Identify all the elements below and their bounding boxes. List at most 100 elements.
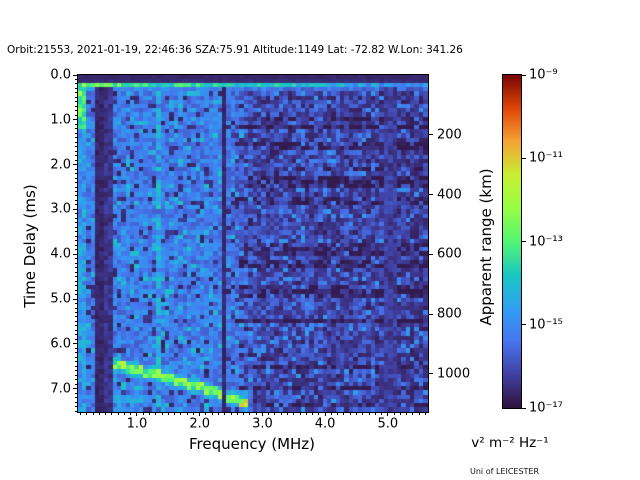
y-tick-label: 6.0 [50, 336, 71, 352]
y-tick-label: 2.0 [50, 157, 71, 173]
x-minor-tick [280, 412, 282, 415]
y-minor-tick [74, 155, 77, 157]
x-major-tick [261, 412, 263, 416]
y-minor-tick [74, 285, 77, 287]
y-major-tick [73, 208, 77, 210]
y-minor-tick [74, 406, 77, 408]
x-minor-tick [192, 412, 194, 415]
y-major-tick [73, 253, 77, 255]
x-minor-tick [393, 412, 395, 415]
y-minor-tick [74, 361, 77, 363]
y-minor-tick [74, 401, 77, 403]
y-minor-tick [74, 204, 77, 206]
x-major-tick [199, 412, 201, 416]
y-tick-label: 3.0 [50, 201, 71, 217]
y-minor-tick [74, 329, 77, 331]
x-minor-tick [337, 412, 339, 415]
y-minor-tick [74, 235, 77, 237]
y-minor-tick [74, 249, 77, 251]
x-minor-tick [355, 412, 357, 415]
y-minor-tick [74, 222, 77, 224]
y-minor-tick [74, 83, 77, 85]
y2-tick-label: 1000 [437, 366, 471, 382]
x-tick-label: 4.0 [314, 416, 336, 432]
y-minor-tick [74, 132, 77, 134]
x-minor-tick [224, 412, 226, 415]
colorbar-tick [522, 74, 526, 76]
y-minor-tick [74, 303, 77, 305]
x-minor-tick [86, 412, 88, 415]
y-minor-tick [74, 191, 77, 193]
y-major-tick [73, 343, 77, 345]
colorbar-tick-label: 10⁻⁹ [529, 67, 558, 83]
y-tick-label: 1.0 [50, 112, 71, 128]
y-minor-tick [74, 316, 77, 318]
y-minor-tick [74, 231, 77, 233]
y-minor-tick [74, 267, 77, 269]
x-tick-label: 3.0 [252, 416, 273, 432]
y-axis-label-left: Time Delay (ms) [21, 184, 39, 308]
y-minor-tick [74, 78, 77, 80]
y-minor-tick [74, 92, 77, 94]
x-minor-tick [330, 412, 332, 415]
y-minor-tick [74, 114, 77, 116]
y-minor-tick [74, 392, 77, 394]
y-minor-tick [74, 173, 77, 175]
x-minor-tick [418, 412, 420, 415]
y-tick-label: 4.0 [50, 246, 71, 262]
x-minor-tick [312, 412, 314, 415]
y-minor-tick [74, 123, 77, 125]
x-minor-tick [205, 412, 207, 415]
x-minor-tick [305, 412, 307, 415]
x-minor-tick [406, 412, 408, 415]
y-minor-tick [74, 320, 77, 322]
x-minor-tick [268, 412, 270, 415]
y-minor-tick [74, 289, 77, 291]
y-major-tick [73, 388, 77, 390]
x-minor-tick [255, 412, 257, 415]
y2-major-tick [429, 253, 433, 255]
x-minor-tick [211, 412, 213, 415]
y-major-tick [73, 74, 77, 76]
x-minor-tick [92, 412, 94, 415]
y-major-tick [73, 119, 77, 121]
y-minor-tick [74, 338, 77, 340]
ionogram-heatmap [78, 75, 428, 412]
x-minor-tick [117, 412, 119, 415]
x-minor-tick [293, 412, 295, 415]
x-minor-tick [249, 412, 251, 415]
x-minor-tick [399, 412, 401, 415]
x-tick-label: 5.0 [377, 416, 399, 432]
y-minor-tick [74, 356, 77, 358]
y-tick-label: 5.0 [50, 291, 71, 307]
y-minor-tick [74, 213, 77, 215]
colorbar-tick [522, 407, 526, 409]
y-major-tick [73, 298, 77, 300]
y2-major-tick [429, 134, 433, 136]
y-minor-tick [74, 101, 77, 103]
x-minor-tick [374, 412, 376, 415]
colorbar [502, 74, 522, 409]
x-tick-label: 1.0 [126, 416, 148, 432]
y2-major-tick [429, 313, 433, 315]
x-minor-tick [343, 412, 345, 415]
y-minor-tick [74, 347, 77, 349]
y2-major-tick [429, 373, 433, 375]
y-minor-tick [74, 365, 77, 367]
y-minor-tick [74, 186, 77, 188]
x-minor-tick [161, 412, 163, 415]
colorbar-tick-label: 10⁻¹⁷ [529, 400, 563, 416]
x-minor-tick [123, 412, 125, 415]
x-minor-tick [299, 412, 301, 415]
y-minor-tick [74, 352, 77, 354]
y-minor-tick [74, 374, 77, 376]
y-minor-tick [74, 258, 77, 260]
x-minor-tick [274, 412, 276, 415]
y-minor-tick [74, 294, 77, 296]
x-minor-tick [412, 412, 414, 415]
y2-major-tick [429, 194, 433, 196]
y-minor-tick [74, 276, 77, 278]
y-minor-tick [74, 244, 77, 246]
y-minor-tick [74, 96, 77, 98]
